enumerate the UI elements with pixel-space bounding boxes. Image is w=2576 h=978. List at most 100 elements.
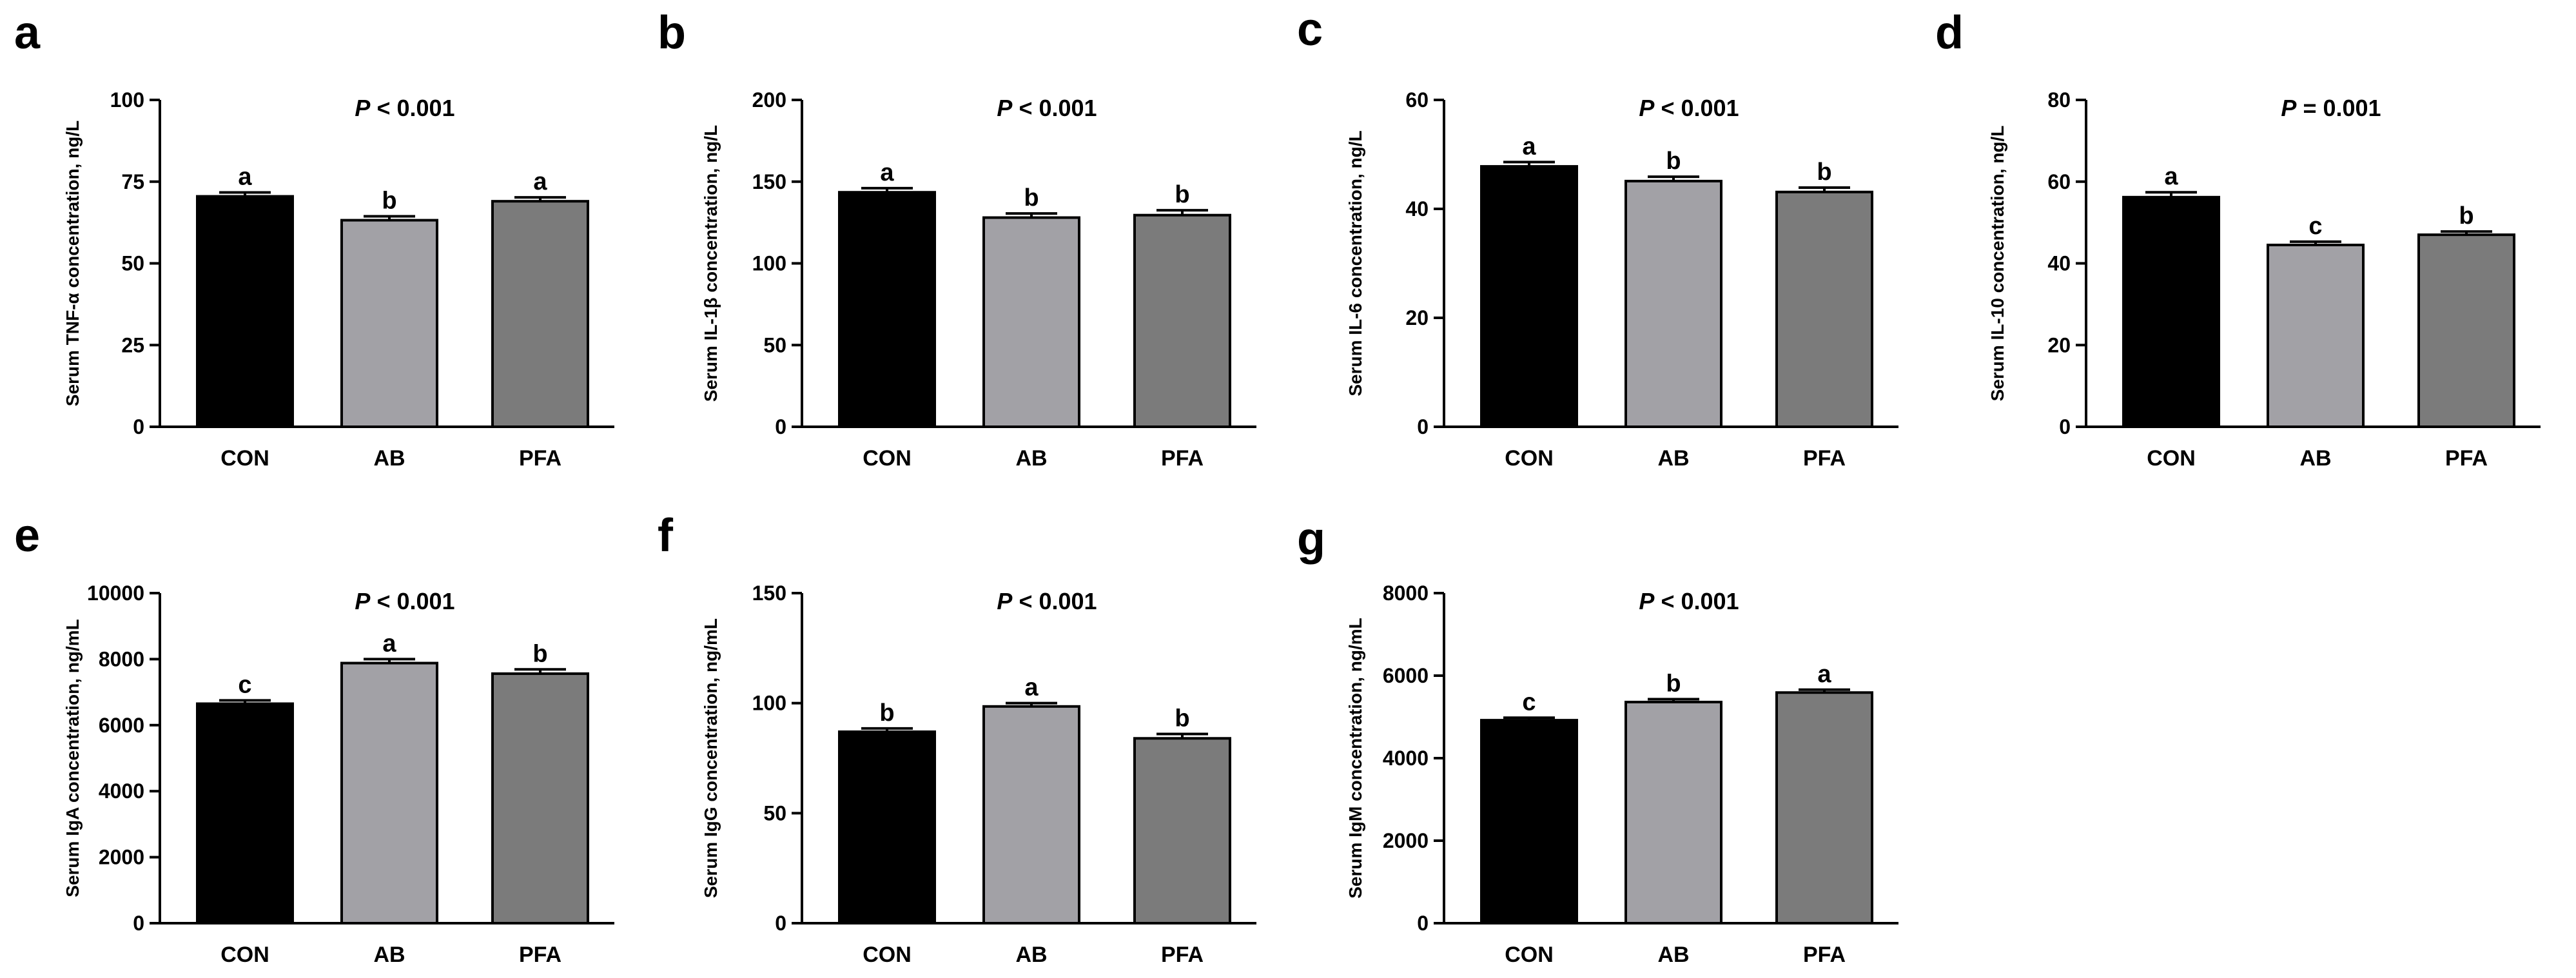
y-axis-title: Serum IL-6 concentration, ng/L: [1345, 130, 1365, 396]
significance-letter: a: [2164, 163, 2178, 190]
y-tick-label: 4000: [99, 779, 144, 803]
x-tick-label: PFA: [1161, 943, 1204, 967]
bar-pfa: [1133, 213, 1231, 428]
p-value-symbol: P: [2281, 95, 2297, 121]
x-tick-label: PFA: [519, 446, 561, 471]
bar-con: [838, 191, 936, 428]
panel-letter: f: [658, 510, 674, 562]
bar-con: [2122, 195, 2220, 428]
y-tick-label: 2000: [99, 846, 144, 869]
panel-letter: b: [658, 7, 686, 59]
panel-letter: d: [1935, 7, 1964, 59]
p-value-symbol: P: [997, 95, 1013, 121]
bar-ab: [982, 216, 1080, 428]
x-tick-label: AB: [1657, 446, 1689, 471]
y-axis-title: Serum IL-10 concentration, ng/L: [1987, 126, 2007, 402]
y-tick-label: 75: [121, 170, 144, 193]
y-tick-label: 2000: [1383, 829, 1429, 852]
x-tick-label: AB: [2299, 446, 2331, 471]
y-tick-label: 100: [752, 692, 786, 715]
bar-con: [196, 702, 294, 925]
p-value-text: < 0.001: [1654, 588, 1739, 614]
p-value-text: < 0.001: [1012, 95, 1097, 121]
significance-letter: b: [382, 187, 396, 214]
y-tick-label: 8000: [99, 647, 144, 670]
p-value-text: < 0.001: [370, 588, 454, 614]
bar-con: [1480, 719, 1578, 924]
p-value-text: < 0.001: [370, 95, 454, 121]
p-value-label: P < 0.001: [1639, 95, 1739, 121]
panel-letter: c: [1297, 4, 1323, 55]
p-value-symbol: P: [1639, 588, 1655, 614]
panel-letter: a: [14, 7, 41, 59]
p-value-label: P = 0.001: [2281, 95, 2381, 121]
y-axis-title: Serum IL-1β concentration, ng/L: [701, 125, 721, 402]
significance-letter: b: [1175, 705, 1189, 732]
bar-pfa: [1775, 190, 1873, 428]
y-tick-label: 0: [133, 415, 144, 438]
bar-ab: [982, 705, 1080, 924]
significance-letter: b: [1024, 184, 1039, 211]
significance-letter: b: [1175, 181, 1189, 208]
bar-ab: [2267, 243, 2365, 428]
bar-con: [838, 730, 936, 925]
p-value-label: P < 0.001: [997, 588, 1097, 614]
significance-letter: a: [880, 159, 894, 186]
p-value-symbol: P: [355, 95, 371, 121]
x-tick-label: AB: [1015, 446, 1047, 471]
y-tick-label: 50: [763, 801, 786, 825]
y-tick-label: 0: [133, 912, 144, 935]
y-tick-label: 40: [2047, 252, 2071, 275]
panel-f: f 0 50 100 150 Serum IgG concentration, ng/mL…: [658, 510, 1256, 967]
y-axis-title: Serum TNF-α concentration, ng/L: [63, 121, 83, 406]
significance-letter: a: [533, 168, 547, 195]
y-axis-title: Serum IgG concentration, ng/mL: [701, 618, 721, 898]
significance-letter: b: [1666, 148, 1681, 175]
y-tick-label: 80: [2047, 88, 2071, 112]
y-tick-label: 6000: [99, 714, 144, 737]
significance-letter: b: [532, 640, 547, 667]
x-tick-label: PFA: [519, 943, 561, 967]
y-tick-label: 0: [775, 415, 786, 438]
y-axis-title: Serum IgA concentration, ng/mL: [63, 619, 83, 897]
x-tick-label: AB: [373, 446, 405, 471]
panel-letter: e: [14, 510, 40, 562]
y-tick-label: 150: [752, 170, 786, 193]
bar-pfa: [491, 672, 589, 924]
x-tick-label: AB: [1015, 943, 1047, 967]
y-tick-label: 60: [2047, 170, 2071, 193]
y-tick-label: 40: [1405, 197, 1429, 220]
y-tick-label: 100: [110, 88, 144, 112]
y-tick-label: 0: [2059, 415, 2071, 438]
x-tick-label: CON: [220, 446, 269, 471]
bar-ab: [340, 219, 438, 428]
y-tick-label: 4000: [1383, 747, 1429, 770]
p-value-label: P < 0.001: [355, 95, 454, 121]
y-tick-label: 50: [121, 252, 144, 275]
significance-letter: a: [1817, 661, 1831, 688]
p-value-label: P < 0.001: [997, 95, 1097, 121]
bar-con: [1480, 165, 1578, 428]
significance-letter: a: [1024, 674, 1039, 701]
p-value-text: < 0.001: [1012, 588, 1097, 614]
panel-c: c 0 20 40 60 Serum IL-6 concentration, ng/L a C…: [1297, 4, 1898, 471]
y-axis-title: Serum IgM concentration, ng/mL: [1345, 618, 1365, 899]
y-tick-label: 100: [752, 252, 786, 275]
y-tick-label: 0: [775, 912, 786, 935]
x-tick-label: AB: [373, 943, 405, 967]
x-tick-label: CON: [863, 446, 912, 471]
x-tick-label: CON: [1505, 943, 1554, 967]
significance-letter: a: [382, 630, 396, 657]
y-tick-label: 50: [763, 333, 786, 357]
y-tick-label: 25: [121, 333, 144, 357]
significance-letter: b: [1817, 159, 1831, 186]
bar-pfa: [491, 200, 589, 428]
y-tick-label: 8000: [1383, 582, 1429, 605]
significance-letter: b: [2459, 202, 2474, 230]
x-tick-label: PFA: [1803, 943, 1846, 967]
bar-ab: [1625, 179, 1722, 428]
y-tick-label: 0: [1417, 415, 1429, 438]
x-tick-label: CON: [1505, 446, 1554, 471]
y-tick-label: 20: [2047, 333, 2071, 357]
